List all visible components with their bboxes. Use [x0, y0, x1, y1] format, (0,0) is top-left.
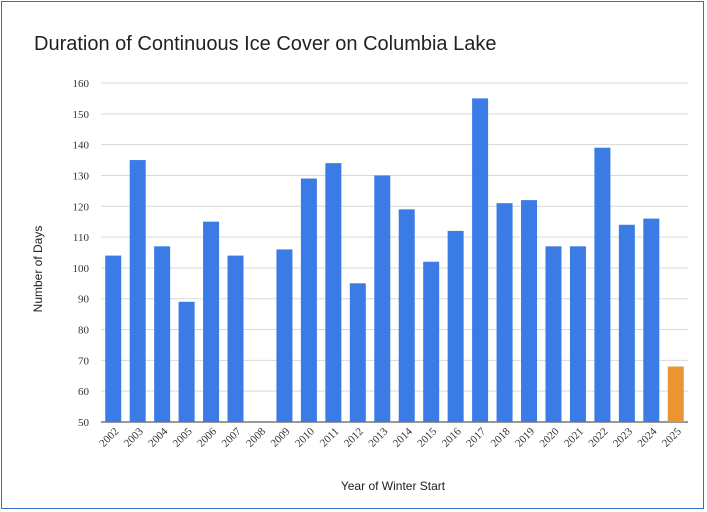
x-tick-label: 2014 [391, 425, 415, 449]
bar-2006 [203, 221, 220, 422]
x-tick-label: 2002 [97, 426, 121, 450]
bar-2005 [178, 301, 195, 422]
x-tick-label: 2015 [415, 425, 439, 449]
bar-2021 [569, 246, 586, 422]
y-tick-label: 140 [73, 140, 90, 152]
x-tick-label: 2005 [171, 425, 195, 449]
y-tick-label: 110 [73, 232, 90, 244]
bar-2014 [398, 209, 415, 422]
x-tick-label: 2003 [122, 425, 146, 449]
x-tick-label: 2012 [342, 426, 366, 450]
gridlines [101, 82, 688, 423]
bar-2015 [423, 261, 440, 422]
y-tick-label: 130 [73, 170, 90, 182]
y-tick-label: 100 [73, 263, 90, 275]
x-tick-label: 2010 [293, 425, 317, 449]
bar-2002 [105, 255, 122, 422]
bar-2019 [521, 200, 538, 422]
y-tick-label: 120 [73, 201, 90, 213]
x-tick-label: 2008 [244, 425, 268, 449]
x-tick-label: 2007 [220, 425, 244, 449]
y-tick-label: 160 [73, 78, 90, 90]
x-tick-label: 2013 [366, 425, 390, 449]
x-tick-label: 2017 [464, 425, 488, 449]
x-tick-label: 2019 [513, 425, 537, 449]
x-tick-label: 2004 [146, 425, 170, 449]
x-tick-label: 2022 [586, 426, 610, 450]
bar-2020 [545, 246, 562, 422]
bar-2010 [300, 178, 317, 422]
y-axis-ticks: 50 60 70 80 90 100 110 120 130 140 150 160 [73, 78, 90, 429]
x-tick-label: 2016 [440, 425, 464, 449]
bar-2009 [276, 249, 293, 422]
x-tick-label: 2023 [611, 425, 635, 449]
x-tick-label: 2011 [318, 426, 342, 450]
x-axis-label: Year of Winter Start [341, 479, 446, 493]
x-tick-label: 2020 [538, 425, 562, 449]
bar-2017 [472, 98, 489, 422]
y-tick-label: 80 [78, 325, 90, 337]
y-tick-label: 70 [78, 355, 90, 367]
x-axis-ticks: 2002 2003 2004 2005 2006 2007 2008 2009 2010 2011… [97, 425, 684, 449]
bars [105, 98, 684, 423]
bar-2011 [325, 163, 342, 423]
bar-2004 [154, 246, 171, 422]
x-tick-label: 2006 [195, 425, 219, 449]
bar-2018 [496, 203, 513, 422]
y-tick-label: 90 [78, 294, 90, 306]
bar-2013 [374, 175, 391, 422]
bar-2025 [667, 366, 684, 422]
y-tick-label: 60 [78, 386, 90, 398]
x-tick-label: 2018 [489, 425, 513, 449]
bar-2007 [227, 255, 244, 422]
x-tick-label: 2025 [660, 425, 684, 449]
y-tick-label: 150 [73, 109, 90, 121]
y-axis-label: Number of Days [31, 226, 45, 313]
bar-2016 [447, 230, 464, 422]
bar-2024 [643, 218, 660, 422]
bar-2012 [349, 283, 366, 422]
chart-title: Duration of Continuous Ice Cover on Colu… [34, 33, 497, 55]
x-tick-label: 2021 [562, 426, 586, 450]
bar-2003 [129, 160, 146, 422]
bar-2023 [618, 224, 635, 422]
bar-2022 [594, 147, 611, 422]
y-tick-label: 50 [78, 417, 90, 429]
x-tick-label: 2024 [635, 425, 659, 449]
x-tick-label: 2009 [269, 425, 293, 449]
